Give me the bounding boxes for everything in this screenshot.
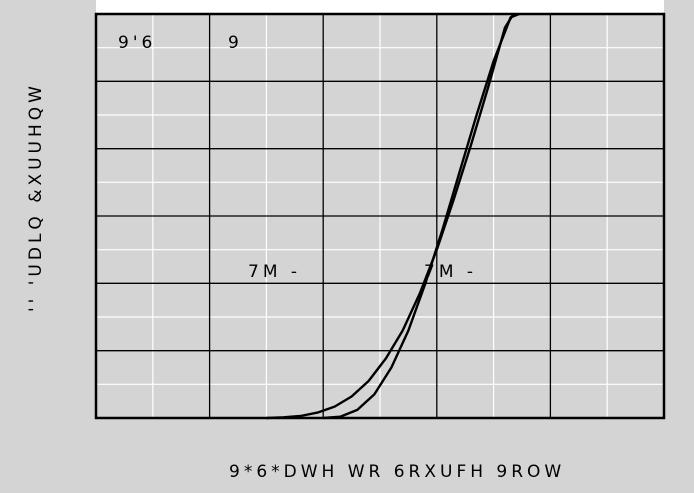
series-line-1 [266,13,515,420]
bottom-band [10,418,694,493]
y-axis-label: '' 'UDLQ &XUUHQW [26,82,46,312]
left-band [0,0,96,493]
annotation-1: 7M - [248,262,301,282]
right-band [664,0,694,493]
legend-text-1: 9'6 [118,33,156,53]
annotation-2: 7M - [424,262,477,282]
plot-area [94,12,666,420]
grid [96,14,664,418]
plot-frame [94,12,666,420]
x-axis-label: 9*6*DWH WR 6RXUFH 9ROW [229,462,565,482]
legend-text-2: 9 [228,33,243,53]
series-layer [266,12,520,420]
series-line-2 [323,12,520,420]
